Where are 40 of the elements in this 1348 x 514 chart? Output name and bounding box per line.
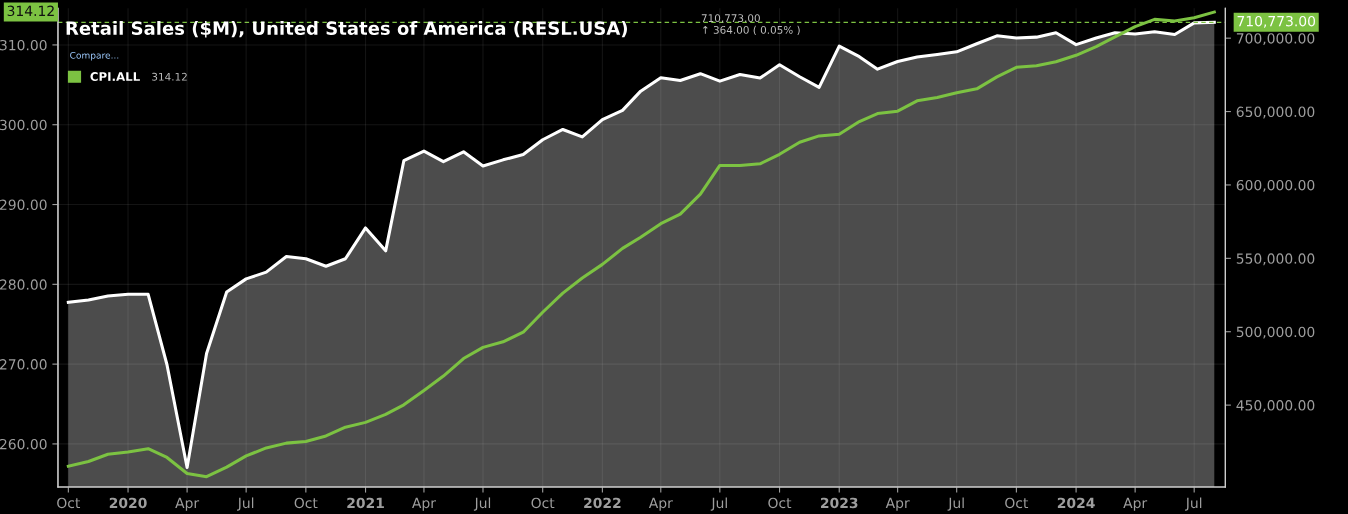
y2-tick-label: 600,000.00 <box>1236 179 1315 192</box>
y-tick-label: 260.00 <box>0 438 47 450</box>
annotation: ↑ 364.00 ( 0.05% ) <box>703 25 800 36</box>
x-tick-label: 2020 <box>109 497 147 509</box>
y2-tick-label: 700,000.00 <box>1236 33 1315 46</box>
y-tick-label: 300.00 <box>0 119 47 131</box>
x-tick-label: Jul <box>710 497 727 511</box>
x-tick-label: Oct <box>57 497 81 509</box>
x-tick-label: Jul <box>1185 497 1202 511</box>
x-tick-label: Jul <box>237 497 254 511</box>
y2-tick-label: 550,000.00 <box>1236 253 1315 266</box>
y-tick-label: 280.00 <box>0 279 47 290</box>
x-tick-label: 2024 <box>1057 497 1095 509</box>
x-tick-label: Oct <box>1005 497 1029 509</box>
x-tick-label: Oct <box>531 497 555 509</box>
y-tick-label: 290.00 <box>0 199 47 210</box>
x-tick-label: Jul <box>473 497 491 511</box>
annotation: Compare... <box>70 51 119 61</box>
x-tick-label: 2021 <box>347 497 384 509</box>
annotation: 710,773.00 <box>701 14 760 24</box>
y2-tick-label: 650,000.00 <box>1236 106 1315 119</box>
x-tick-label: Apr <box>885 497 910 511</box>
text: 314.12 <box>7 5 54 17</box>
y-tick-label: 270.00 <box>0 359 47 370</box>
x-tick-label: Jul <box>947 497 964 511</box>
x-tick-label: Oct <box>768 497 792 509</box>
x-tick-label: Apr <box>175 497 200 511</box>
y2-tick-label: 500,000.00 <box>1236 326 1315 339</box>
x-tick-label: Oct <box>294 497 318 509</box>
x-tick-label: Apr <box>412 497 436 511</box>
legend-label: CPI.ALL <box>90 72 140 82</box>
x-tick-label: 2023 <box>821 497 858 509</box>
x-tick-label: 2022 <box>584 497 621 509</box>
y-tick-label: 310.00 <box>0 39 47 51</box>
x-tick-label: Apr <box>1123 497 1148 511</box>
text: 710,773.00 <box>1237 15 1316 28</box>
x-tick-label: Apr <box>648 497 673 511</box>
y2-tick-label: 450,000.00 <box>1236 400 1315 412</box>
text: Retail Sales ($M), United States of America (RESL.USA) <box>66 21 627 38</box>
annotation: 314.12 <box>152 72 187 81</box>
